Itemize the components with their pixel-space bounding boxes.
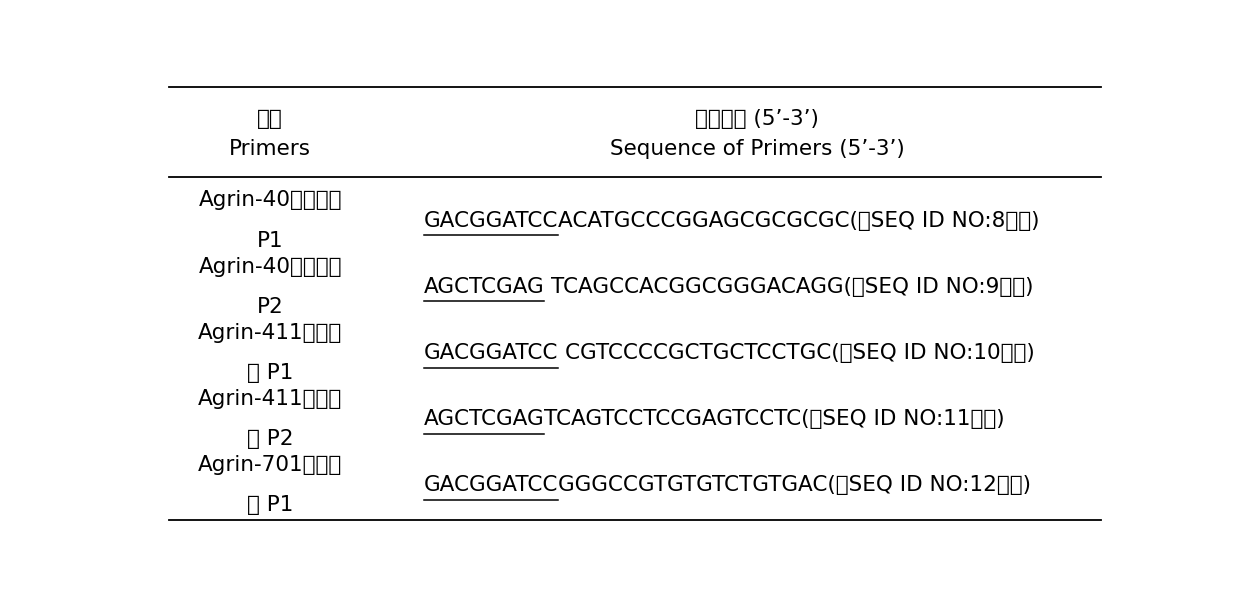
Text: 物 P1: 物 P1 [247, 496, 294, 516]
Text: Primers: Primers [229, 140, 311, 159]
Text: TCAGCCACGGCGGGACAGG(如SEQ ID NO:9所示): TCAGCCACGGCGGGACAGG(如SEQ ID NO:9所示) [551, 276, 1033, 297]
Text: Agrin-40下游引物: Agrin-40下游引物 [198, 256, 342, 276]
Text: GGGCCGTGTGTCTGTGAC(如SEQ ID NO:12所示): GGGCCGTGTGTCTGTGAC(如SEQ ID NO:12所示) [558, 475, 1031, 496]
Text: AGCTCGAG: AGCTCGAG [424, 409, 544, 429]
Text: 物 P2: 物 P2 [247, 429, 294, 449]
Text: AGCTCGAG: AGCTCGAG [424, 276, 544, 297]
Text: GACGGATCC: GACGGATCC [424, 475, 558, 496]
Text: 引物: 引物 [258, 109, 282, 129]
Text: GACGGATCC: GACGGATCC [424, 343, 558, 363]
Text: P2: P2 [256, 297, 284, 317]
Text: CGTCCCCGCTGCTCCTGC(如SEQ ID NO:10所示): CGTCCCCGCTGCTCCTGC(如SEQ ID NO:10所示) [565, 343, 1035, 363]
Text: 引物序列 (5’-3’): 引物序列 (5’-3’) [695, 109, 819, 129]
Text: Agrin-701上游引: Agrin-701上游引 [198, 455, 342, 475]
Text: Sequence of Primers (5’-3’): Sequence of Primers (5’-3’) [610, 140, 904, 159]
Text: Agrin-411下游引: Agrin-411下游引 [198, 390, 342, 409]
Text: 物 P1: 物 P1 [247, 363, 294, 383]
Text: TCAGTCCTCCGAGTCCTC(如SEQ ID NO:11所示): TCAGTCCTCCGAGTCCTC(如SEQ ID NO:11所示) [544, 409, 1005, 429]
Text: GACGGATCC: GACGGATCC [424, 211, 558, 230]
Text: Agrin-40上游引物: Agrin-40上游引物 [198, 191, 342, 211]
Text: P1: P1 [256, 231, 284, 250]
Text: ACATGCCCGGAGCGCGCGC(如SEQ ID NO:8所示): ACATGCCCGGAGCGCGCGC(如SEQ ID NO:8所示) [558, 211, 1040, 230]
Text: Agrin-411上游引: Agrin-411上游引 [198, 323, 342, 343]
